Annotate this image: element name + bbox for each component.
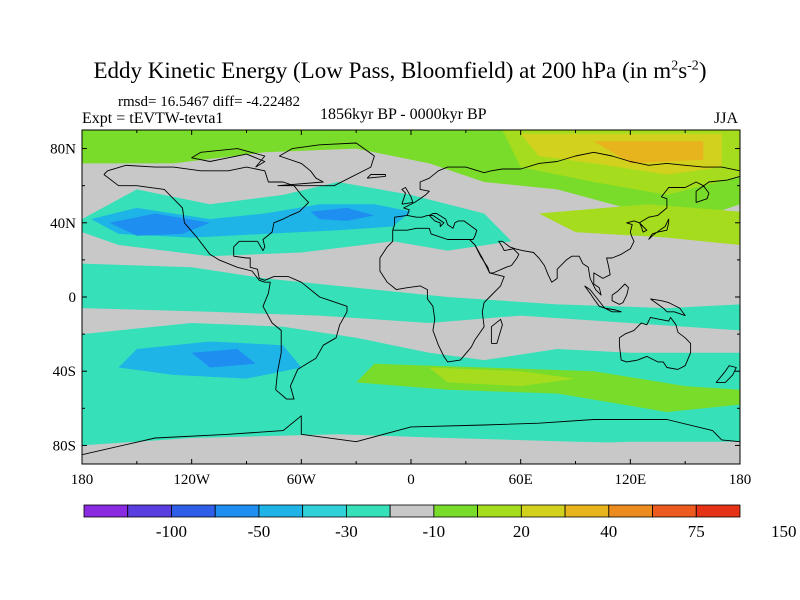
field-southern-pacific-deep (191, 349, 256, 368)
colorbar-swatch (258, 504, 304, 518)
title-mid: s (678, 58, 688, 83)
x-tick-label: 60E (509, 472, 533, 488)
map-layer (82, 130, 740, 461)
y-tick-label: 80N (50, 142, 76, 158)
x-tick-label: 120W (173, 472, 211, 488)
colorbar-swatch (171, 504, 216, 518)
colorbar-swatch (83, 504, 129, 518)
coastline-14 (366, 174, 386, 179)
x-tick-label: 180 (71, 472, 94, 488)
colorbar-swatch (652, 504, 697, 518)
colorbar-label: 40 (600, 522, 617, 541)
coastline-5 (474, 175, 740, 296)
field-siberia-peak (593, 141, 704, 164)
colorbar-label: 75 (688, 522, 705, 541)
colorbar-swatch (564, 504, 610, 518)
field-tropical-decrease (82, 263, 740, 331)
coastline-16 (191, 148, 266, 168)
coastline-1 (277, 142, 375, 187)
coastline-6 (618, 316, 692, 370)
field-southern-increase-core (429, 367, 576, 387)
x-tick-label: 0 (407, 472, 415, 488)
field-antarctic-grey (82, 434, 740, 461)
coastline-10 (650, 298, 686, 317)
title-end: ) (698, 58, 707, 83)
coastline-17 (715, 365, 737, 383)
stats-label: rmsd= 16.5467 diff= -4.22482 (118, 94, 301, 110)
colorbar-swatch (520, 504, 566, 518)
colorbar-swatch (345, 504, 391, 518)
coastline-0 (103, 164, 348, 400)
coastline-3 (392, 151, 740, 231)
coastline-4 (407, 213, 478, 240)
title-main: Eddy Kinetic Energy (Low Pass, Bloomfiel… (93, 58, 672, 83)
colorbar-label: 20 (513, 522, 530, 541)
title-sup-2: -2 (687, 58, 699, 74)
coastline-7 (584, 285, 606, 309)
colorbar-label: 150 (771, 522, 797, 541)
colorbar-swatch (608, 504, 653, 518)
coastline-8 (604, 307, 622, 313)
y-tick-label: 0 (69, 290, 77, 306)
x-tick-label: 60W (287, 472, 317, 488)
experiment-label: Expt = tEVTW-tevta1 (82, 110, 224, 127)
coastline-13 (401, 187, 414, 205)
colorbar-label: -10 (423, 522, 446, 541)
title-sup-1: 2 (671, 58, 679, 74)
season-label: JJA (714, 110, 739, 127)
colorbar-swatch (695, 504, 741, 518)
coastline-11 (490, 318, 503, 344)
coastline-15 (82, 415, 740, 456)
colorbar-label: -30 (335, 522, 358, 541)
y-tick-label: 40N (50, 216, 76, 232)
coastline-12 (648, 218, 670, 240)
colorbar-swatch (302, 504, 347, 518)
coastline-2 (379, 227, 505, 363)
colorbar-swatch (389, 504, 435, 518)
colorbar-swatch (477, 504, 522, 518)
field-atlantic-deep-2 (310, 207, 375, 221)
coastline-9 (611, 283, 629, 305)
colorbar-swatch (433, 504, 479, 518)
y-tick-label: 80S (53, 438, 76, 454)
colorbar-swatch (127, 504, 172, 518)
x-tick-label: 120E (614, 472, 646, 488)
field-asia-jet-increase (538, 204, 740, 245)
x-tick-label: 180 (729, 472, 752, 488)
period-label: 1856kyr BP - 0000kyr BP (320, 106, 487, 123)
colorbar-label: -50 (248, 522, 271, 541)
y-tick-label: 40S (53, 364, 76, 380)
chart-title: Eddy Kinetic Energy (Low Pass, Bloomfiel… (0, 58, 800, 84)
field-north-atlantic-deep (109, 213, 210, 236)
colorbar-label: -100 (156, 522, 187, 541)
colorbar-swatch (214, 504, 260, 518)
